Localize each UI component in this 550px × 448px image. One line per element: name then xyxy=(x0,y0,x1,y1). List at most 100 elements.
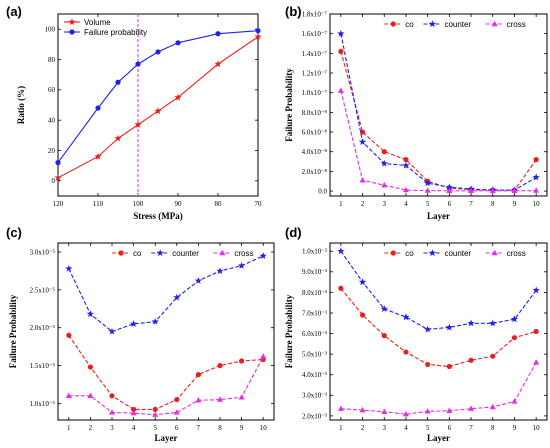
panel-b-xtick-label: 2 xyxy=(361,200,365,208)
panel-c-series-cross-point xyxy=(173,409,180,415)
panel-c-legend: co counter cross xyxy=(112,249,254,258)
panel-d-series-cross-point xyxy=(424,408,431,414)
panel-c-series-counter-point xyxy=(216,267,224,275)
panel-c-xtick-label: 7 xyxy=(197,424,201,432)
panel-c-legend-cross-label: cross xyxy=(234,249,253,258)
panel-c-xtick-label: 8 xyxy=(218,424,222,432)
panel-a-xtick-label: 70 xyxy=(255,200,263,208)
panel-c-xtick-label: 5 xyxy=(153,424,157,432)
panel-c-legend-counter-label: counter xyxy=(172,249,199,258)
panel-c-series-co-point xyxy=(109,393,115,399)
panel-c-legend-co-marker xyxy=(118,250,124,256)
panel-b-ytick-label: 1.8x10⁻⁷ xyxy=(302,10,328,18)
panel-b-xtick-label: 6 xyxy=(448,200,452,208)
panel-c-series-cross-point xyxy=(238,394,245,400)
panel-a-xtick-label: 100 xyxy=(133,200,144,208)
panel-d-xtick-label: 6 xyxy=(448,424,452,432)
panel-d-legend-cross-marker xyxy=(491,249,498,256)
panel-b-series-cross-point xyxy=(446,187,453,193)
panel-d-xtick-label: 3 xyxy=(383,424,387,432)
panel-d-xtick-label: 10 xyxy=(533,424,541,432)
panel-a-ytick-label: 0 xyxy=(52,177,56,185)
panel-d-series-cross-point xyxy=(337,405,344,411)
panel-b-xtick-label: 10 xyxy=(533,200,541,208)
panel-b-series-co-point xyxy=(381,149,387,155)
panel-d-series-counter-point xyxy=(380,305,388,312)
panel-b-ytick-label: 8.0x10⁻⁸ xyxy=(302,109,328,117)
panel-a-series-volume-point xyxy=(114,134,122,142)
panel-a-plot-frame xyxy=(57,13,259,197)
panel-b-xtick-label: 5 xyxy=(426,200,430,208)
panel-a-series-failure-probability-point xyxy=(95,105,101,111)
panel-d-legend-counter-marker xyxy=(428,249,437,257)
panel-a-series-volume-point xyxy=(214,60,222,68)
panel-d-plot-frame xyxy=(329,242,548,421)
panel-c-series-co-point xyxy=(152,406,158,413)
panel-c-series-co-point xyxy=(174,396,180,403)
panel-a-letter: (a) xyxy=(6,4,22,19)
panel-d-legend-co-marker xyxy=(390,250,396,256)
panel-d-xtick-label: 1 xyxy=(339,424,343,432)
panel-a-series-volume-point xyxy=(134,120,142,128)
panel-c-series-counter-point xyxy=(130,320,138,327)
panel-c-x-axis-title: Layer xyxy=(155,433,178,443)
panel-a-legend-failure-probability-marker xyxy=(69,29,75,35)
panel-d-series-counter-point xyxy=(358,278,367,286)
panel-b-series-cross-point xyxy=(402,186,409,193)
panel-c-series-counter-point xyxy=(259,252,267,259)
panel-c-series-counter-point xyxy=(173,293,181,301)
panel-b-series-counter-line xyxy=(340,33,537,191)
panel-b-ytick-label: 0.0 xyxy=(318,187,327,195)
panel-a-series-failure-probability-point xyxy=(155,49,161,55)
panel-d-series-cross-point xyxy=(446,407,453,413)
panel-c-legend-co-label: co xyxy=(133,249,142,258)
panel-a-series-volume-point xyxy=(174,93,182,101)
panel-c-series-cross-line xyxy=(68,356,264,416)
panel-a-series-volume-point xyxy=(54,174,62,181)
panel-d-series-cross-point xyxy=(402,411,409,417)
panel-a-series-failure-probability-point xyxy=(215,31,221,37)
panel-b-series-cross-point xyxy=(468,187,475,193)
panel-b-ytick-label: 1.0x10⁻⁷ xyxy=(302,89,328,97)
panel-a-ytick-label: 80 xyxy=(48,56,56,64)
panel-d-xtick-label: 2 xyxy=(361,424,365,432)
panel-d-legend-co-label: co xyxy=(405,249,414,258)
panel-a-series-failure-probability-point xyxy=(255,28,261,34)
panel-c-series-cross-point xyxy=(260,353,267,359)
panel-d-series-co-point xyxy=(381,333,387,339)
panel-c-plot-frame xyxy=(57,242,275,421)
panel-d-legend: co counter cross xyxy=(384,249,526,258)
panel-d-series-cross-point xyxy=(489,403,496,410)
panel-c-legend-counter-marker xyxy=(156,249,164,257)
panel-a-chart: 0 20 40 60 80 100 120 110 100 90 80 70 Stress (MPa) R… xyxy=(16,13,263,221)
panel-d-xtick-label: 7 xyxy=(469,424,473,432)
panel-b-series-co-point xyxy=(403,157,409,163)
panel-b-legend-counter-marker xyxy=(428,20,437,28)
panel-b-series-counter-point xyxy=(380,159,388,167)
panel-a-legend-volume-label: Volume xyxy=(84,18,111,27)
panel-b-series-cross-point xyxy=(533,187,540,193)
panel-a-series-failure-probability-point xyxy=(175,40,181,46)
panel-d-series-counter-point xyxy=(424,325,432,333)
panel-a-xtick-label: 80 xyxy=(215,200,223,208)
panel-b-series-cross-point xyxy=(337,87,344,93)
panel-a-y-axis-title: Ratio (%) xyxy=(16,86,26,124)
panel-d-legend-cross-label: cross xyxy=(507,249,526,258)
panel-d-series-co-point xyxy=(511,335,518,341)
panel-c-ytick-label: 3.0x10⁻⁵ xyxy=(30,248,56,256)
panel-b-y-axis-title: Failure Probability xyxy=(284,68,294,142)
panel-b-legend-cross-marker xyxy=(491,20,498,27)
panel-c-series-co-point xyxy=(195,372,201,378)
panel-a-xtick-label: 120 xyxy=(53,200,64,208)
panel-a-series-failure-probability-point xyxy=(115,79,121,85)
panel-b-ytick-label: 4.0x10⁻⁸ xyxy=(302,148,328,156)
panel-d-ytick-label: 3.0x10⁻³ xyxy=(302,392,327,400)
panel-d-series-co-point xyxy=(533,328,539,335)
panel-b-xtick-label: 8 xyxy=(491,200,495,208)
panel-d-xtick-label: 5 xyxy=(426,424,430,432)
panel-c-series-cross-point xyxy=(65,392,72,398)
panel-d-xtick-label: 8 xyxy=(491,424,495,432)
panel-c-series-cross-point xyxy=(87,392,94,398)
panel-c-series-co-point xyxy=(131,406,137,413)
panel-b-chart: 0.0 2.0x10⁻⁸ 4.0x10⁻⁸ 6.0x10⁻⁸ 8.0x10⁻⁸ 1.0x1… xyxy=(284,10,548,221)
